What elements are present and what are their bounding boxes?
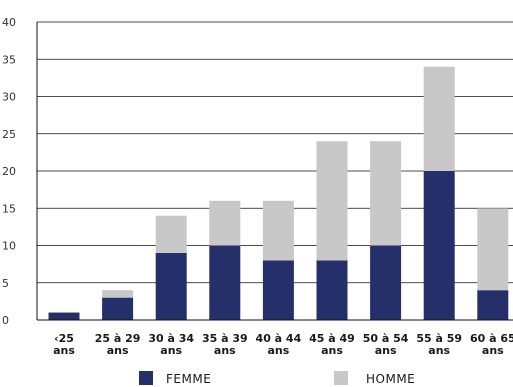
bar-femme-0 (48, 312, 80, 320)
x-tick-label: ans (53, 344, 75, 357)
legend: FEMME HOMME (139, 371, 415, 386)
x-tick-label: 30 à 34 (148, 332, 194, 345)
legend-label-femme: FEMME (166, 372, 211, 386)
bar-femme-2 (155, 252, 187, 320)
bar-homme-6 (370, 141, 402, 246)
x-tick-label: ‹25 (54, 332, 74, 345)
x-tick-label: ans (375, 344, 397, 357)
x-tick-label: 55 à 59 (416, 332, 462, 345)
legend-swatch-femme (139, 371, 153, 385)
legend-label-homme: HOMME (366, 372, 415, 386)
bar-femme-8 (477, 290, 509, 320)
x-tick-label: ans (160, 344, 182, 357)
x-tick-label: 35 à 39 (202, 332, 248, 345)
y-tick-label: 20 (2, 165, 16, 178)
y-axis-ticks: 0 5 10 15 20 25 30 35 40 (2, 16, 16, 327)
x-tick-label: 50 à 54 (363, 332, 409, 345)
x-tick-label: ans (428, 344, 450, 357)
x-tick-label: ans (267, 344, 289, 357)
bar-homme-7 (423, 66, 455, 171)
bar-homme-8 (477, 208, 509, 291)
y-tick-label: 40 (2, 16, 16, 29)
x-tick-label: 25 à 29 (95, 332, 141, 345)
x-tick-label: ans (214, 344, 236, 357)
x-tick-label: ans (321, 344, 343, 357)
bar-femme-1 (102, 297, 134, 320)
bar-femme-4 (262, 260, 294, 320)
bars (48, 66, 509, 320)
bar-homme-4 (262, 200, 294, 261)
bar-homme-2 (155, 215, 187, 253)
x-tick-label: ans (482, 344, 504, 357)
x-tick-label: 40 à 44 (256, 332, 302, 345)
bar-homme-3 (209, 200, 241, 246)
bar-femme-7 (423, 171, 455, 320)
bar-homme-5 (316, 141, 348, 261)
y-tick-label: 5 (2, 277, 9, 290)
bar-femme-5 (316, 260, 348, 320)
y-tick-label: 0 (2, 314, 9, 327)
x-tick-label: ans (107, 344, 129, 357)
y-tick-label: 35 (2, 53, 16, 66)
x-tick-label: 60 à 65 (470, 332, 513, 345)
legend-swatch-homme (334, 371, 348, 385)
y-tick-label: 30 (2, 91, 16, 104)
y-tick-label: 10 (2, 240, 16, 253)
axes (36, 22, 513, 321)
y-tick-label: 15 (2, 202, 16, 215)
x-tick-label: 45 à 49 (309, 332, 355, 345)
bar-homme-1 (102, 290, 134, 298)
bar-femme-6 (370, 245, 402, 320)
bar-femme-3 (209, 245, 241, 320)
y-tick-label: 25 (2, 128, 16, 141)
